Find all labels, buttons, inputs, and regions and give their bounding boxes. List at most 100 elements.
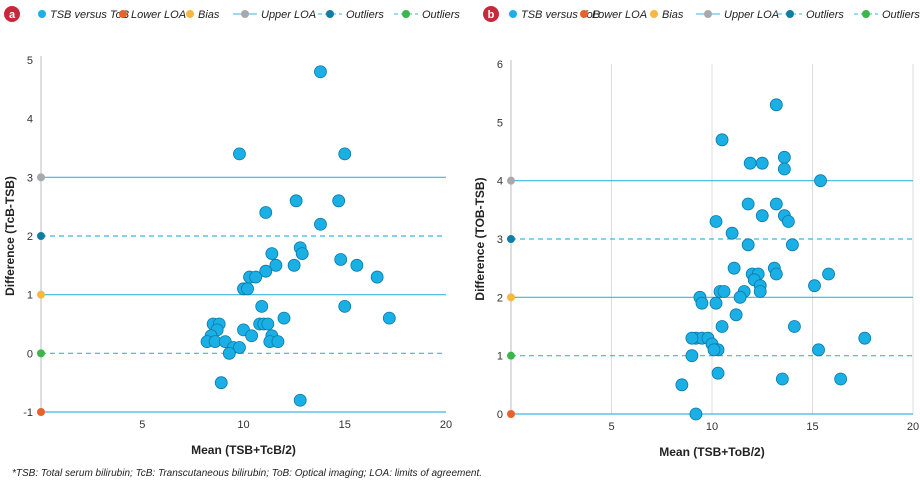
legend-label: Upper LOA — [261, 9, 316, 21]
legend-label: TSB versus ToB — [50, 9, 129, 21]
x-tick-label: 10 — [237, 419, 249, 431]
legend-marker — [509, 10, 517, 18]
data-point — [214, 376, 228, 390]
x-axis-title: Mean (TSB+ToB/2) — [659, 445, 764, 459]
reference-marker-lower_loa — [37, 408, 45, 416]
panel-a: a TSB versus ToB Lower LOA Bias Upper LOA Out… — [3, 6, 460, 457]
reference-marker-outlier_lower — [507, 351, 515, 360]
data-point — [675, 378, 689, 392]
data-point — [332, 194, 346, 208]
x-tick-label: 5 — [139, 419, 145, 431]
data-point — [769, 267, 783, 281]
legend-marker — [862, 10, 870, 18]
reference-marker-lower_loa — [507, 410, 515, 418]
data-point — [261, 317, 275, 331]
data-point — [858, 331, 872, 345]
data-point — [382, 311, 396, 325]
data-point — [781, 215, 795, 228]
legend-label: Lower LOA — [592, 9, 647, 21]
data-point — [255, 299, 269, 313]
legend-label: Outliers — [882, 9, 920, 21]
data-point — [287, 258, 301, 272]
data-point — [743, 156, 757, 170]
data-point — [729, 308, 743, 322]
data-point — [707, 343, 721, 357]
y-tick-label: 1 — [27, 290, 33, 302]
data-point — [709, 296, 723, 310]
data-point — [755, 156, 769, 170]
reference-marker-outlier_upper — [37, 232, 45, 240]
reference-marker-outlier_upper — [507, 235, 515, 243]
legend-label: TSB versus ToB — [521, 9, 600, 21]
y-tick-label: 3 — [27, 172, 33, 184]
data-point — [788, 320, 801, 333]
y-tick-label: 2 — [27, 231, 33, 243]
legend-marker — [786, 10, 794, 18]
data-point — [717, 285, 731, 298]
data-point — [249, 270, 263, 284]
data-point — [814, 174, 827, 188]
y-axis-title: Difference (TOB-TSB) — [473, 177, 487, 300]
legend-marker — [704, 10, 712, 18]
y-tick-label: 6 — [497, 59, 503, 71]
data-point — [269, 258, 283, 272]
data-point — [334, 253, 348, 266]
legend-marker — [186, 10, 194, 18]
reference-marker-bias — [507, 293, 515, 302]
data-point — [277, 311, 291, 325]
data-point — [241, 282, 254, 296]
data-point — [755, 209, 769, 223]
x-tick-label: 5 — [608, 421, 614, 433]
legend-marker — [650, 10, 658, 18]
panel-badge — [4, 6, 20, 22]
x-tick-label: 15 — [806, 421, 818, 433]
legend-marker — [580, 10, 588, 18]
y-axis-title: Difference (TcB-TSB) — [3, 176, 17, 296]
y-tick-label: 0 — [497, 409, 503, 421]
data-point — [233, 341, 246, 354]
legend-marker — [326, 10, 334, 18]
data-point — [834, 372, 848, 386]
data-point — [808, 279, 821, 293]
data-point — [222, 346, 236, 360]
data-point — [786, 238, 799, 252]
y-tick-label: -1 — [23, 407, 33, 419]
panel-badge — [483, 6, 499, 22]
reference-marker-bias — [37, 290, 45, 299]
data-point — [338, 147, 352, 161]
data-point — [741, 197, 755, 211]
data-point — [685, 331, 699, 345]
data-point — [233, 147, 246, 161]
y-tick-label: 5 — [497, 117, 503, 129]
reference-marker-upper_loa — [507, 176, 515, 185]
x-tick-label: 10 — [706, 421, 718, 433]
legend-marker — [402, 10, 410, 18]
data-point — [741, 238, 755, 252]
legend-label: Outliers — [422, 9, 460, 21]
x-axis-title: Mean (TSB+TcB/2) — [191, 443, 296, 457]
reference-marker-outlier_lower — [37, 349, 45, 358]
legend-label: Upper LOA — [724, 9, 779, 21]
data-point — [314, 65, 327, 79]
data-point — [695, 296, 709, 310]
data-point — [715, 133, 729, 147]
data-point — [265, 247, 279, 261]
data-point — [725, 226, 739, 240]
data-point — [777, 162, 791, 176]
x-tick-label: 15 — [339, 419, 351, 431]
y-tick-label: 1 — [497, 351, 503, 363]
data-point — [295, 247, 309, 261]
data-point — [314, 217, 327, 231]
data-point — [689, 407, 703, 421]
y-tick-label: 5 — [27, 55, 33, 67]
data-point — [711, 366, 725, 380]
data-point — [812, 343, 825, 357]
legend-label: Outliers — [346, 9, 384, 21]
legend-label: Bias — [662, 9, 684, 21]
x-tick-label: 20 — [440, 419, 452, 431]
data-point — [715, 320, 729, 333]
legend-marker — [119, 10, 127, 18]
y-tick-label: 2 — [497, 292, 503, 304]
